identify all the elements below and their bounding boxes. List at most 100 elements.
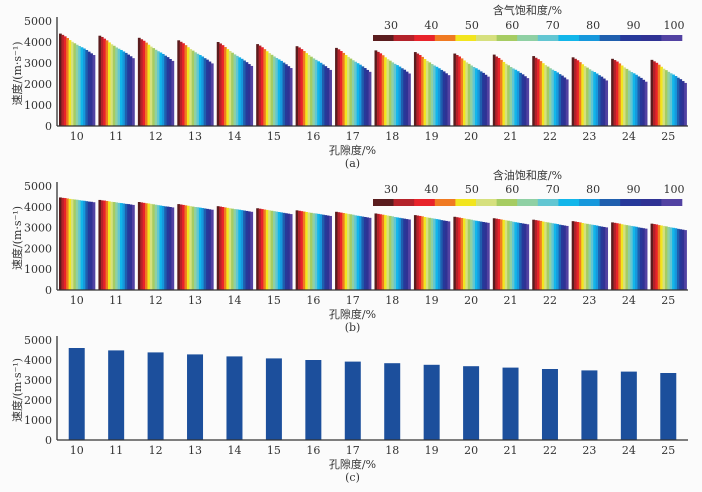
bar [500,219,503,290]
bar [391,62,395,126]
bar [561,75,564,126]
bar [305,53,309,126]
bar [553,70,557,126]
bar [553,223,557,290]
bar [502,219,506,290]
bar [70,41,74,126]
bar [87,51,91,126]
legend-label: 50 [465,19,479,32]
bar [103,38,107,126]
bar [140,202,144,290]
bar [532,219,536,290]
bar [307,212,311,290]
y-tick-label: 0 [45,120,52,133]
bar [602,78,606,126]
bar [477,221,481,290]
bar [408,73,411,126]
bar [82,200,86,290]
bar [507,65,510,126]
bar [179,41,183,126]
bar [632,226,636,290]
bar [425,217,429,290]
x-tick-label: 19 [425,294,439,307]
bar [526,224,530,290]
bar [317,213,320,290]
legend-swatch [537,35,559,41]
bar [137,37,141,126]
bar [497,219,501,290]
bar [462,218,466,290]
bar [565,79,569,126]
bar [521,74,525,126]
bar [270,54,274,127]
legend-swatch [476,199,497,206]
bar [245,210,249,290]
x-tick-label: 25 [661,294,675,307]
bar [73,43,77,127]
bar [186,205,190,290]
bar [615,61,619,126]
bar [511,221,515,290]
bar [354,61,358,126]
bar [514,69,518,126]
bar [75,199,79,290]
bar [435,219,439,290]
bar [157,205,160,290]
bar [657,64,661,126]
bar [231,52,234,126]
bar [463,366,480,440]
bar [326,215,330,290]
bar [368,217,372,290]
bar [384,363,401,440]
bar [117,48,121,126]
legend-label: 30 [384,183,398,196]
bar [558,74,562,126]
legend-swatch [620,35,642,41]
bar [280,212,283,290]
bar [484,74,488,126]
bar [676,77,680,126]
bar [416,215,420,290]
bar [574,221,577,290]
legend-swatch [558,199,580,206]
bar [284,213,288,290]
bar [256,44,259,126]
bar [198,207,202,290]
legend-label: 80 [586,183,600,196]
bar [82,48,86,127]
bar [147,44,151,127]
legend-label: 40 [424,19,438,32]
bar [526,78,530,126]
bar [453,216,457,290]
legend-swatch [517,199,539,206]
legend-swatch [579,199,600,206]
bar [479,71,483,126]
x-tick-label: 23 [582,130,596,143]
bar [179,204,183,290]
bar [437,219,441,290]
bar [467,219,471,290]
bar [534,57,538,126]
x-tick-label: 16 [306,444,320,457]
bar [521,223,525,290]
x-tick-label: 13 [188,444,202,457]
bar [576,60,580,126]
bar [368,71,372,126]
legend-colorbar: 含油饱和度/% 30 40 50 60 70 80 90 100 [373,168,685,206]
bar [590,224,594,290]
bar [532,56,536,126]
bar-group-16 [295,46,332,127]
bar [298,47,301,126]
bar [660,373,677,440]
bar [344,361,361,440]
bar [509,66,513,126]
bar-group-14 [216,206,254,290]
bar [396,217,399,290]
x-tick-label: 23 [582,294,596,307]
bar [549,68,552,126]
bar [198,55,202,126]
bar [405,71,409,126]
bar [295,210,299,290]
bar [300,211,304,290]
y-tick-label: 4000 [24,354,52,367]
